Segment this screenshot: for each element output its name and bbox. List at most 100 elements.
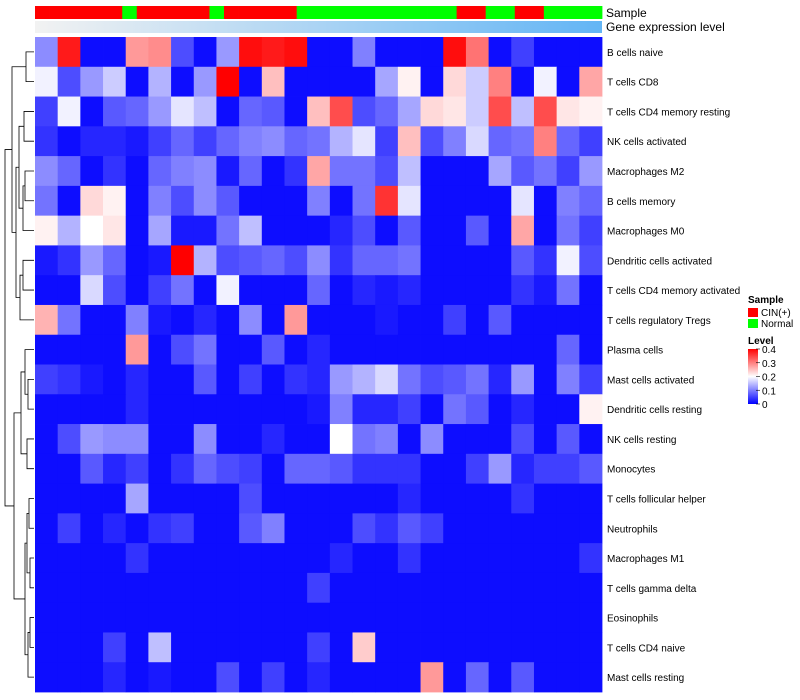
heatmap-cell	[103, 37, 127, 68]
heatmap-cell	[375, 632, 399, 663]
heatmap-cell	[284, 513, 308, 544]
heatmap-cell	[556, 543, 580, 574]
heatmap-cell	[352, 513, 376, 544]
sample-annotation-cell	[35, 6, 50, 19]
heatmap-cell	[193, 304, 217, 336]
row-dendrogram	[4, 51, 34, 678]
heatmap-cell	[103, 245, 127, 276]
heatmap-cell	[420, 304, 444, 336]
heatmap-cell	[533, 453, 558, 484]
heatmap-cell	[307, 156, 331, 187]
heatmap-cell	[261, 424, 285, 455]
level-tick-label: 0	[762, 400, 768, 411]
heatmap-cell	[103, 483, 127, 514]
heatmap-cell	[579, 156, 603, 187]
heatmap-cell	[80, 215, 104, 246]
heatmap-cell	[488, 662, 512, 693]
heatmap-cell	[193, 96, 217, 127]
heatmap-cell	[193, 334, 217, 365]
heatmap-cell	[397, 304, 421, 336]
heatmap-cell	[125, 572, 149, 604]
heatmap-cell	[465, 662, 489, 693]
sample-annotation-cell	[64, 6, 80, 19]
heatmap-cell	[171, 245, 195, 276]
heatmap-cell	[171, 572, 195, 604]
heatmap-cell	[533, 364, 558, 395]
heatmap-cell	[239, 37, 263, 68]
heatmap-cell	[148, 96, 172, 127]
heatmap-cell	[352, 632, 376, 663]
heatmap-cell	[57, 424, 81, 455]
heatmap-cell	[579, 453, 603, 484]
heatmap-cell	[579, 215, 603, 246]
heatmap-cell	[443, 662, 467, 693]
heatmap-cell	[125, 424, 149, 455]
heatmap-cell	[511, 156, 535, 187]
heatmap-cell	[261, 275, 285, 306]
heatmap-cell	[35, 96, 59, 127]
heatmap-cell	[397, 662, 421, 693]
heatmap-cell	[216, 424, 240, 455]
heatmap-cell	[284, 66, 308, 97]
heatmap-cell	[148, 662, 172, 693]
dendrogram-branch	[19, 274, 34, 321]
heatmap-cell	[57, 543, 81, 574]
dendrogram-branch	[27, 632, 34, 678]
row-label: Neutrophils	[607, 524, 658, 535]
heatmap-cell	[103, 364, 127, 395]
sample-annotation-cell	[78, 6, 94, 19]
row-label: T cells CD4 memory activated	[607, 286, 740, 297]
heatmap-cell	[148, 185, 172, 217]
heatmap-cell	[375, 483, 399, 514]
heatmap-cell	[375, 543, 399, 574]
heatmap-cell	[488, 453, 512, 484]
heatmap-cell	[533, 572, 558, 604]
heatmap-cell	[533, 424, 558, 455]
heatmap-cell	[57, 394, 81, 425]
heatmap-cell	[284, 632, 308, 663]
heatmap-cell	[239, 453, 263, 484]
heatmap-cell	[443, 572, 467, 604]
level-colorbar	[748, 349, 758, 404]
heatmap-cell	[465, 126, 489, 157]
row-label: Macrophages M2	[607, 167, 685, 178]
dendrogram-branch	[24, 349, 34, 395]
dendrogram-branch	[24, 542, 28, 656]
heatmap-cell	[103, 334, 127, 365]
normal-legend-label: Normal	[761, 319, 793, 330]
heatmap-cell	[307, 215, 331, 246]
heatmap-cell	[420, 245, 444, 276]
heatmap-cell	[193, 543, 217, 574]
heatmap-cell	[193, 185, 217, 217]
heatmap-cell	[375, 513, 399, 544]
sample-annotation-cell	[165, 6, 181, 19]
heatmap-cell	[239, 483, 263, 514]
heatmap-cell	[35, 394, 59, 425]
heatmap-cell	[397, 453, 421, 484]
heatmap-cell	[193, 66, 217, 97]
heatmap-cell	[352, 602, 376, 633]
sample-track-label: Sample	[606, 6, 647, 20]
heatmap-cell	[284, 126, 308, 157]
heatmap-cell	[261, 543, 285, 574]
sample-annotation-cell	[107, 6, 123, 19]
sample-annotation-cell	[93, 6, 109, 19]
heatmap-cell	[375, 572, 399, 604]
heatmap-cell	[465, 424, 489, 455]
heatmap-cell	[397, 96, 421, 127]
heatmap-cell	[511, 334, 535, 365]
heatmap-cell	[533, 245, 558, 276]
heatmap-cell	[35, 453, 59, 484]
dendrogram-branch	[25, 51, 34, 83]
heatmap-cell	[57, 602, 81, 633]
heatmap-cell	[329, 602, 353, 633]
heatmap-cell	[352, 483, 376, 514]
heatmap-cell	[307, 632, 331, 663]
heatmap-cell	[125, 483, 149, 514]
heatmap-cell	[443, 156, 467, 187]
heatmap-cell	[239, 572, 263, 604]
heatmap-cell	[511, 453, 535, 484]
heatmap-cell	[148, 364, 172, 395]
heatmap-cell	[103, 543, 127, 574]
heatmap-cell	[261, 632, 285, 663]
